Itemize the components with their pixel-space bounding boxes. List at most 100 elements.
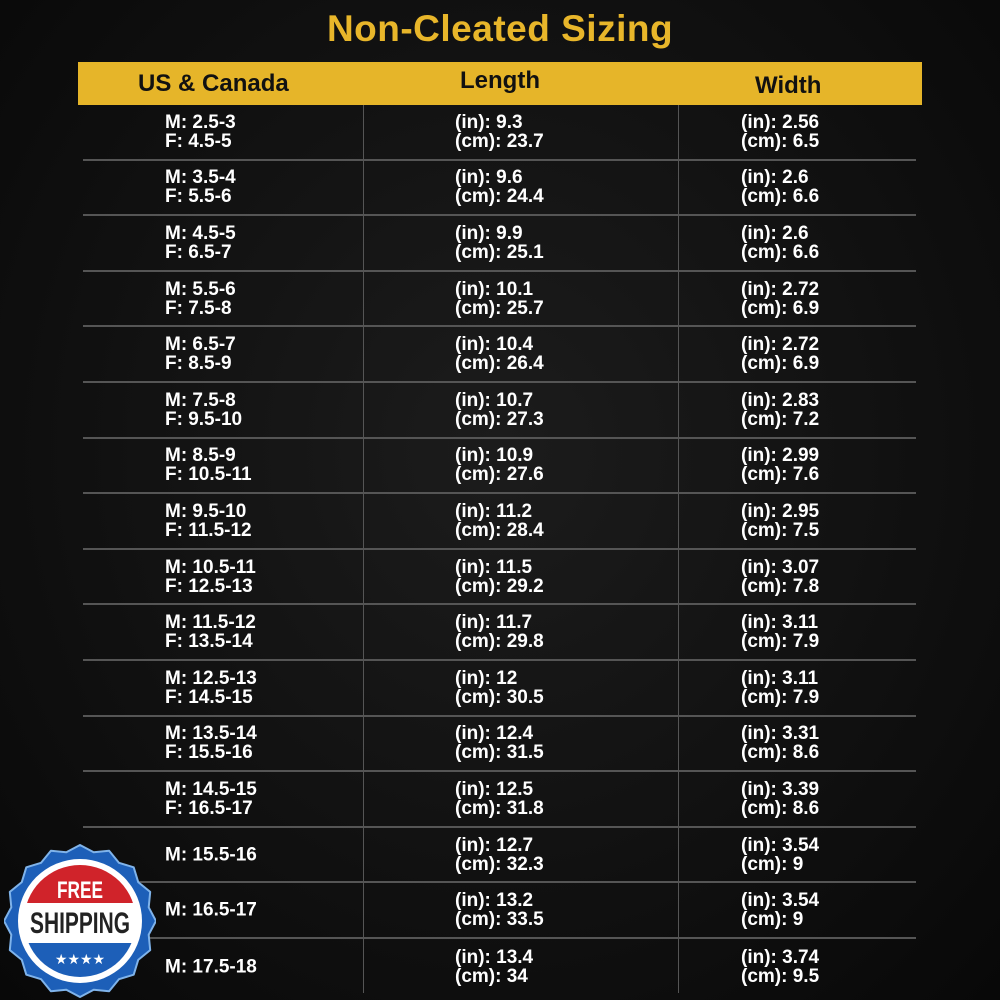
size-f-text: F: 16.5-17 bbox=[165, 797, 253, 819]
wid-in-text: (in): 2.95 bbox=[741, 500, 820, 522]
len-in-text: (in): 11.2 bbox=[455, 500, 533, 522]
width-cell: (in): 3.54 (cm): 9 bbox=[741, 836, 819, 874]
wid-in-text: (in): 3.07 bbox=[741, 556, 820, 578]
table-row: M: 9.5-10 F: 11.5-12 (in): 11.2 (cm): 28.4(… bbox=[83, 494, 916, 550]
table-row: M: 12.5-13 F: 14.5-15 (in): 12 (cm): 30.5 (i… bbox=[83, 661, 916, 717]
table-row: M: 6.5-7 F: 8.5-9 (in): 10.4 (cm): 26.4 (in)… bbox=[83, 327, 916, 383]
len-cm-text: (cm): 27.3 bbox=[455, 408, 544, 430]
wid-in-text: (in): 2.72 bbox=[741, 334, 820, 356]
width-cell: (in): 3.11 (cm): 7.9 bbox=[741, 669, 819, 707]
table-row: M: 4.5-5 F: 6.5-7 (in): 9.9 (cm): 25.1 (in):… bbox=[83, 216, 916, 272]
star-icon: ★★★★ bbox=[55, 952, 105, 968]
length-cell: (in): 10.1 (cm): 25.7 bbox=[455, 280, 544, 318]
length-cell: (in): 13.2 (cm): 33.5 bbox=[455, 891, 544, 929]
width-cell: (in): 3.31 (cm): 8.6 bbox=[741, 724, 819, 762]
size-f-text: F: 14.5-15 bbox=[165, 686, 253, 708]
wid-cm-text: (cm): 6.6 bbox=[741, 186, 820, 208]
size-m-text: M: 12.5-13 bbox=[165, 667, 257, 689]
free-shipping-badge: FREE SHIPPING ★★★★ bbox=[4, 844, 156, 998]
len-cm-text: (cm): 33.5 bbox=[455, 909, 544, 931]
len-in-text: (in): 12.7 bbox=[455, 834, 534, 856]
table-row: M: 5.5-6 F: 7.5-8 (in): 10.1 (cm): 25.7 (in)… bbox=[83, 272, 916, 328]
size-m-text: M: 6.5-7 bbox=[165, 334, 236, 356]
wid-cm-text: (cm): 6.9 bbox=[741, 353, 820, 375]
size-cell: M: 7.5-8 F: 9.5-10 bbox=[165, 391, 242, 429]
size-m-text: M: 3.5-4 bbox=[165, 167, 236, 189]
size-cell: M: 14.5-15 F: 16.5-17 bbox=[165, 780, 257, 818]
size-f-text: F: 10.5-11 bbox=[165, 464, 252, 486]
length-cell: (in): 11.2 (cm): 28.4 bbox=[455, 502, 544, 540]
size-cell: M: 2.5-3 F: 4.5-5 bbox=[165, 113, 236, 151]
size-m-text: M: 5.5-6 bbox=[165, 278, 236, 300]
width-cell: (in): 3.07 (cm): 7.8 bbox=[741, 558, 819, 596]
len-in-text: (in): 9.3 bbox=[455, 111, 523, 133]
wid-in-text: (in): 3.54 bbox=[741, 890, 820, 912]
size-f-text: F: 11.5-12 bbox=[165, 519, 252, 541]
len-in-text: (in): 11.7 bbox=[455, 612, 533, 634]
size-m-text: M: 2.5-3 bbox=[165, 111, 236, 133]
len-cm-text: (cm): 26.4 bbox=[455, 353, 544, 375]
size-m-text: M: 9.5-10 bbox=[165, 500, 247, 522]
len-cm-text: (cm): 24.4 bbox=[455, 186, 544, 208]
wid-in-text: (in): 3.74 bbox=[741, 946, 820, 968]
wid-cm-text: (cm): 7.8 bbox=[741, 575, 820, 597]
wid-cm-text: (cm): 7.5 bbox=[741, 519, 820, 541]
len-in-text: (in): 9.9 bbox=[455, 222, 523, 244]
length-cell: (in): 9.6 (cm): 24.4 bbox=[455, 168, 544, 206]
wid-in-text: (in): 2.56 bbox=[741, 111, 820, 133]
length-cell: (in): 11.5 (cm): 29.2 bbox=[455, 558, 544, 596]
width-cell: (in): 2.99 (cm): 7.6 bbox=[741, 446, 819, 484]
size-f-text: F: 12.5-13 bbox=[165, 575, 253, 597]
badge-free-text: FREE bbox=[57, 877, 103, 904]
len-in-text: (in): 12.4 bbox=[455, 723, 534, 745]
size-m-text: M: 15.5-16 bbox=[165, 844, 257, 866]
sizing-table: M: 2.5-3 F: 4.5-5 (in): 9.3 (cm): 23.7 (in):… bbox=[83, 105, 916, 995]
width-cell: (in): 3.54 (cm): 9 bbox=[741, 891, 819, 929]
size-cell: M: 16.5-17 bbox=[165, 901, 257, 920]
size-m-text: M: 10.5-11 bbox=[165, 556, 256, 578]
len-cm-text: (cm): 25.1 bbox=[455, 241, 544, 263]
size-cell: M: 13.5-14 F: 15.5-16 bbox=[165, 724, 257, 762]
length-cell: (in): 11.7 (cm): 29.8 bbox=[455, 613, 544, 651]
size-m-text: M: 11.5-12 bbox=[165, 612, 256, 634]
wid-cm-text: (cm): 6.6 bbox=[741, 241, 820, 263]
size-f-text: F: 13.5-14 bbox=[165, 631, 253, 653]
size-m-text: M: 7.5-8 bbox=[165, 389, 236, 411]
table-row: M: 2.5-3 F: 4.5-5 (in): 9.3 (cm): 23.7 (in):… bbox=[83, 105, 916, 161]
width-cell: (in): 2.83 (cm): 7.2 bbox=[741, 391, 819, 429]
size-f-text: F: 4.5-5 bbox=[165, 130, 232, 152]
size-cell: M: 17.5-18 bbox=[165, 957, 257, 976]
size-m-text: M: 17.5-18 bbox=[165, 956, 257, 978]
width-cell: (in): 2.72 (cm): 6.9 bbox=[741, 280, 819, 318]
size-m-text: M: 13.5-14 bbox=[165, 723, 257, 745]
wid-cm-text: (cm): 7.9 bbox=[741, 631, 820, 653]
width-cell: (in): 2.56 (cm): 6.5 bbox=[741, 113, 819, 151]
len-cm-text: (cm): 31.5 bbox=[455, 742, 544, 764]
len-cm-text: (cm): 34 bbox=[455, 965, 528, 987]
wid-cm-text: (cm): 7.9 bbox=[741, 686, 820, 708]
size-f-text: F: 15.5-16 bbox=[165, 742, 253, 764]
width-cell: (in): 3.74 (cm): 9.5 bbox=[741, 948, 819, 986]
size-cell: M: 4.5-5 F: 6.5-7 bbox=[165, 224, 236, 262]
width-cell: (in): 3.39 (cm): 8.6 bbox=[741, 780, 819, 818]
wid-cm-text: (cm): 8.6 bbox=[741, 797, 820, 819]
width-cell: (in): 2.72 (cm): 6.9 bbox=[741, 335, 819, 373]
wid-in-text: (in): 2.99 bbox=[741, 445, 820, 467]
table-row: M: 11.5-12 F: 13.5-14 (in): 11.7 (cm): 29.8… bbox=[83, 605, 916, 661]
wid-in-text: (in): 2.83 bbox=[741, 389, 820, 411]
len-cm-text: (cm): 28.4 bbox=[455, 519, 544, 541]
table-row: M: 17.5-18 (in): 13.4 (cm): 34 (in): 3.74 (c… bbox=[83, 939, 916, 995]
length-cell: (in): 12.7 (cm): 32.3 bbox=[455, 836, 544, 874]
size-cell: M: 10.5-11 F: 12.5-13 bbox=[165, 558, 256, 596]
wid-cm-text: (cm): 9 bbox=[741, 853, 804, 875]
size-m-text: M: 8.5-9 bbox=[165, 445, 236, 467]
wid-cm-text: (cm): 9.5 bbox=[741, 965, 820, 987]
size-f-text: F: 7.5-8 bbox=[165, 297, 232, 319]
table-row: M: 3.5-4 F: 5.5-6 (in): 9.6 (cm): 24.4 (in):… bbox=[83, 161, 916, 217]
wid-cm-text: (cm): 7.2 bbox=[741, 408, 820, 430]
size-cell: M: 8.5-9 F: 10.5-11 bbox=[165, 446, 252, 484]
len-in-text: (in): 12.5 bbox=[455, 778, 534, 800]
table-row: M: 16.5-17 (in): 13.2 (cm): 33.5 (in): 3.54… bbox=[83, 883, 916, 939]
length-cell: (in): 10.9 (cm): 27.6 bbox=[455, 446, 544, 484]
size-f-text: F: 8.5-9 bbox=[165, 353, 232, 375]
